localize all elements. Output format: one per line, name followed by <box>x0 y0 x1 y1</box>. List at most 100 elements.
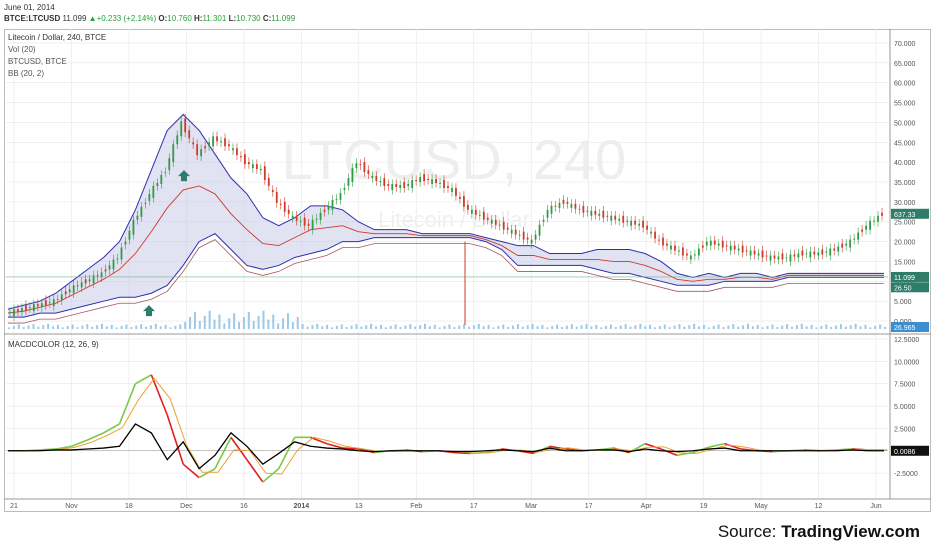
axis-layer: 70.000 65.000 60.000 55.000 50.000 45.000 40.0… <box>4 29 931 510</box>
candle-body <box>717 243 720 246</box>
candle-body <box>817 252 820 256</box>
candle-body <box>52 299 55 307</box>
candle-body <box>562 199 565 204</box>
volume-bar <box>869 327 872 329</box>
macd-panel <box>6 374 888 483</box>
volume-bar <box>267 319 270 329</box>
candle-body <box>355 163 358 169</box>
chart-frame[interactable]: LTCUSD, 240 Litecoin / Dollar 70.000 65.0… <box>4 29 931 512</box>
bb-middle-line <box>7 185 884 314</box>
candle-body <box>92 275 95 284</box>
candle-body <box>263 166 266 181</box>
volume-bar <box>419 325 422 329</box>
candle-body <box>399 184 402 188</box>
candle-body <box>216 136 218 142</box>
candle-body <box>387 183 390 186</box>
candle-body <box>331 199 334 210</box>
candle-body <box>60 294 63 301</box>
volume-bar <box>140 324 143 329</box>
volume-bar <box>727 325 730 329</box>
candle-body <box>857 232 860 240</box>
macd-segment <box>453 451 470 455</box>
candle-body <box>112 259 115 270</box>
candle-body <box>80 282 83 288</box>
candle-body <box>809 251 812 258</box>
volume-bar <box>291 322 294 329</box>
candle-body <box>474 209 477 215</box>
volume-bar <box>453 327 456 329</box>
candle-body <box>84 279 87 284</box>
volume-bar <box>477 323 480 329</box>
volume-bar <box>27 325 30 329</box>
candle-body <box>351 168 354 182</box>
volume-bar <box>105 326 108 329</box>
volume-bar <box>370 323 373 329</box>
low-value: 10.730 <box>236 14 261 23</box>
header-date: June 01, 2014 <box>4 3 55 12</box>
candle-body <box>180 121 183 137</box>
time-axis-label: Nov <box>65 503 78 510</box>
candle-body <box>391 183 394 190</box>
price-axis-label: 70.000 <box>894 41 916 48</box>
price-badge <box>891 282 929 293</box>
legend-title: Litecoin / Dollar, 240, BTCE <box>8 33 106 42</box>
candle-body <box>674 245 676 251</box>
watermark-symbol: LTCUSD, 240 <box>282 128 626 191</box>
volume-bar <box>257 315 260 329</box>
volume-bar <box>110 324 113 329</box>
candle-body <box>287 209 290 214</box>
candle-body <box>431 179 433 184</box>
volume-bar <box>609 324 612 329</box>
volume-bar <box>879 324 882 329</box>
macd-segment <box>262 468 280 483</box>
macd-segment <box>103 423 120 434</box>
volume-bar <box>164 324 167 329</box>
macd-segment <box>326 442 343 449</box>
volume-bar <box>409 324 412 329</box>
volume-bar <box>732 324 735 329</box>
candle-body <box>666 243 668 246</box>
volume-bar <box>326 324 329 329</box>
candle-body <box>76 285 79 287</box>
candle-body <box>845 243 848 246</box>
candle-body <box>494 219 497 225</box>
last-price: 11.099 <box>62 14 87 23</box>
candle-body <box>323 209 326 212</box>
volume-bar <box>66 325 69 329</box>
volume-bar <box>56 324 59 329</box>
volume-bar <box>242 317 245 329</box>
macd-segment <box>214 436 232 470</box>
candle-body <box>204 146 206 149</box>
candle-body <box>124 241 127 245</box>
candle-body <box>176 135 179 145</box>
time-axis-label: Jun <box>870 503 881 510</box>
candle-body <box>88 279 91 282</box>
volume-bar <box>184 322 187 329</box>
volume-bar <box>8 327 10 329</box>
candle-body <box>244 154 246 165</box>
candle-body <box>721 240 724 248</box>
candle-body <box>478 214 481 216</box>
candle-body <box>769 255 772 261</box>
candle-body <box>881 212 883 216</box>
price-axis-label: 55.000 <box>894 101 916 108</box>
candle-body <box>502 221 505 230</box>
bb-lower-line <box>8 233 884 318</box>
candle-body <box>192 142 195 145</box>
volume-bar <box>448 324 451 329</box>
volume-bar <box>311 325 314 329</box>
candle-body <box>749 250 752 256</box>
volume-bar <box>394 324 397 329</box>
candle-body <box>785 257 788 259</box>
macd-segment <box>836 448 853 451</box>
volume-bar <box>624 324 627 329</box>
macd-segment <box>230 436 248 461</box>
volume-bar <box>86 324 89 329</box>
volume-bar <box>47 323 50 329</box>
candle-body <box>295 215 298 221</box>
chart-svg[interactable]: LTCUSD, 240 Litecoin / Dollar 70.00065.0… <box>4 29 931 512</box>
candle-body <box>554 205 557 207</box>
candle-body <box>152 185 155 198</box>
candle-body <box>463 195 465 207</box>
candle-body <box>403 182 406 188</box>
